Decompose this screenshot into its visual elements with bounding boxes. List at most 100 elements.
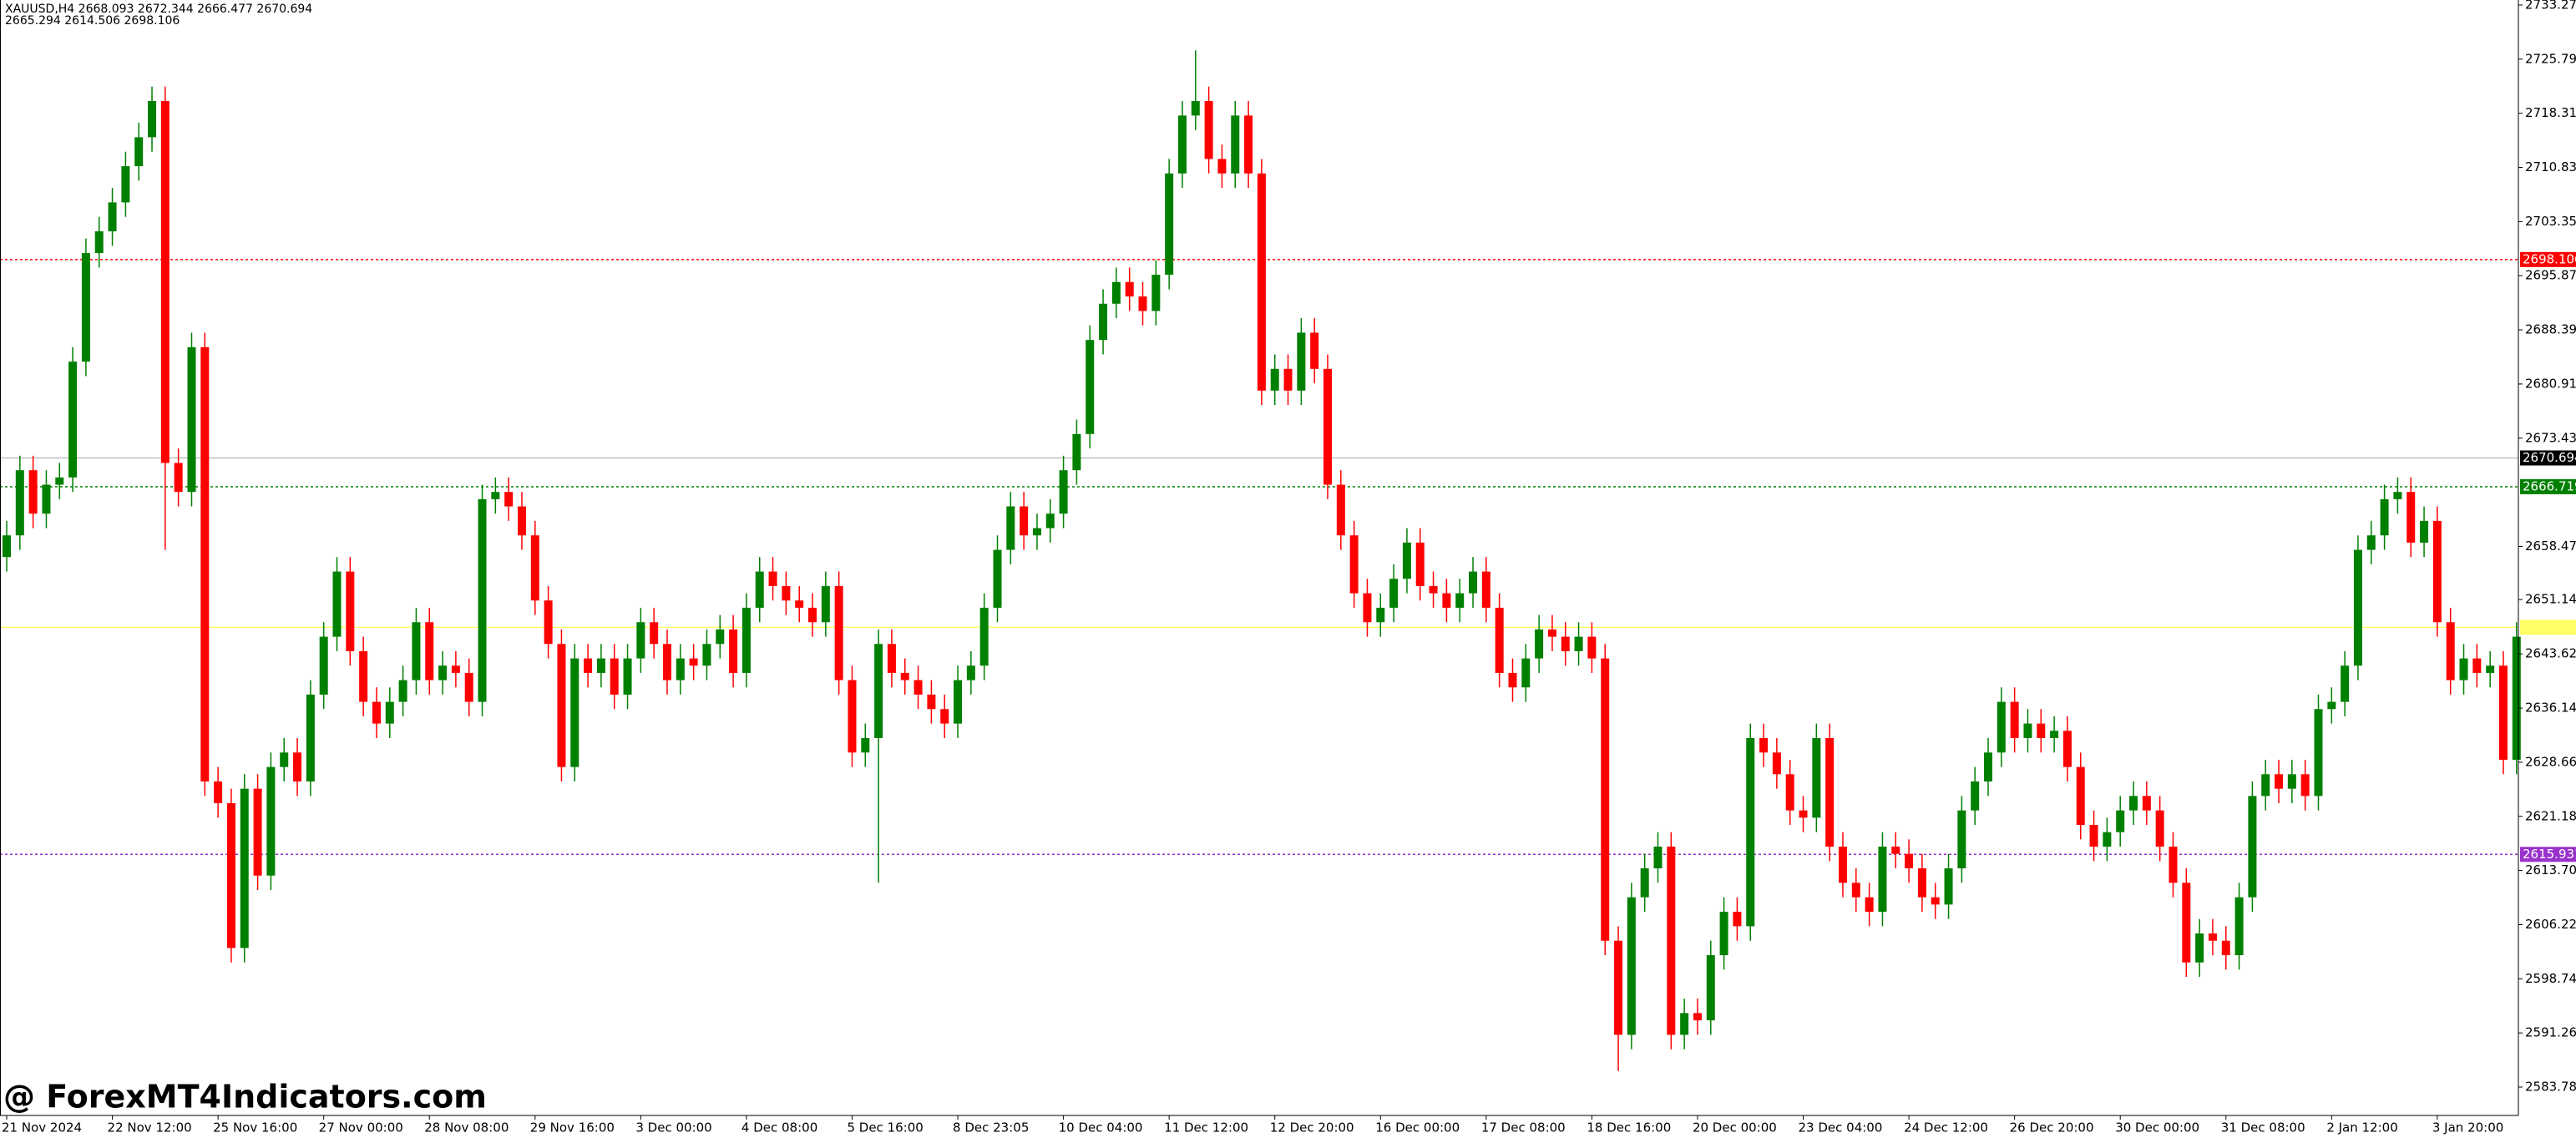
candle-body — [240, 788, 249, 948]
y-tick-label: 2651.140 — [2525, 592, 2576, 607]
candle-body — [438, 665, 448, 680]
candle-body — [874, 644, 883, 738]
x-tick-label: 2 Jan 12:00 — [2326, 1120, 2397, 1135]
candle-body — [1099, 303, 1108, 341]
candle-body — [1045, 513, 1055, 529]
candle-body — [1165, 173, 1174, 276]
candle-body — [1825, 737, 1835, 847]
candle-body — [1812, 737, 1821, 818]
candle-body — [570, 658, 579, 767]
candle-body — [226, 802, 235, 948]
candle-body — [3, 535, 11, 558]
candle-body — [1614, 940, 1623, 1035]
candle-body — [1574, 636, 1583, 651]
candle-body — [1455, 593, 1465, 608]
candle-body — [412, 622, 421, 680]
x-tick-label: 20 Dec 00:00 — [1693, 1120, 1777, 1135]
candle-body — [1297, 332, 1306, 391]
candle-body — [1878, 847, 1887, 913]
candle-body — [1495, 607, 1504, 673]
y-tick-label: 2725.790 — [2525, 51, 2576, 66]
x-tick-label: 16 Dec 00:00 — [1375, 1120, 1460, 1135]
candle-body — [1231, 115, 1240, 174]
candle-body — [1006, 506, 1015, 550]
candle-body — [1204, 101, 1213, 159]
candle-body — [1799, 810, 1808, 818]
candle-body — [2195, 933, 2204, 963]
candle-body — [2420, 520, 2429, 543]
candle-body — [504, 492, 514, 507]
candle-body — [887, 644, 896, 673]
candle-body — [1865, 897, 1874, 913]
candle-body — [1086, 340, 1095, 434]
candle-body — [755, 571, 764, 608]
candle-body — [332, 571, 342, 637]
candle-body — [676, 658, 685, 680]
candle-body — [253, 788, 262, 876]
price-level-box — [2520, 251, 2576, 267]
candle-body — [782, 585, 791, 601]
candle-body — [134, 137, 144, 167]
candle-body — [2512, 636, 2521, 760]
candle-body — [1217, 159, 1227, 174]
candle-body — [306, 694, 315, 781]
x-tick-label: 28 Nov 08:00 — [424, 1120, 509, 1135]
candle-body — [293, 752, 302, 781]
candle-body — [280, 752, 289, 767]
candle-body — [927, 694, 936, 710]
y-tick-label: 2636.140 — [2525, 701, 2576, 716]
candle-body — [1772, 752, 1781, 775]
y-tick-label: 2673.430 — [2525, 430, 2576, 445]
candle-body — [808, 607, 817, 623]
candle-body — [2406, 492, 2416, 543]
candle-body — [1257, 173, 1266, 391]
x-tick-label: 18 Dec 16:00 — [1587, 1120, 1671, 1135]
candle-body — [1508, 672, 1517, 688]
candle-body — [425, 622, 434, 680]
candle-body — [1680, 1013, 1689, 1035]
x-tick-label: 26 Dec 20:00 — [2010, 1120, 2094, 1135]
candle-body — [1402, 542, 1411, 579]
x-tick-label: 25 Nov 16:00 — [213, 1120, 297, 1135]
candle-body — [372, 701, 381, 724]
x-tick-label: 24 Dec 12:00 — [1904, 1120, 1988, 1135]
candle-body — [81, 253, 90, 362]
candle-body — [1547, 629, 1556, 637]
candle-body — [2037, 723, 2046, 738]
candle-body — [1971, 781, 1980, 811]
candle-body — [68, 362, 78, 478]
candle-body — [2142, 796, 2151, 811]
candle-body — [530, 535, 539, 601]
candle-body — [174, 463, 183, 493]
candle-body — [1587, 636, 1597, 659]
price-level-label: 2698.106 — [2523, 251, 2576, 266]
candle-body — [1111, 281, 1121, 304]
candle-body — [1349, 535, 1359, 594]
candle-body — [1151, 275, 1161, 311]
candle-body — [702, 644, 711, 666]
candle-body — [1706, 955, 1715, 1021]
candle-body — [1270, 368, 1279, 391]
candle-body — [821, 585, 830, 623]
candle-body — [200, 346, 210, 781]
candle-body — [1429, 585, 1438, 594]
candle-body — [993, 549, 1002, 608]
x-tick-label: 22 Nov 12:00 — [108, 1120, 192, 1135]
candle-body — [1481, 571, 1490, 608]
x-tick-label: 11 Dec 12:00 — [1164, 1120, 1248, 1135]
candle-body — [319, 636, 328, 695]
candle-body — [1389, 579, 1399, 608]
candle-body — [2300, 774, 2310, 797]
candle-body — [1020, 506, 1029, 536]
candle-body — [359, 650, 368, 702]
candle-body — [1415, 542, 1425, 586]
candle-body — [2062, 731, 2072, 767]
candle-body — [663, 644, 671, 680]
x-tick-label: 3 Dec 00:00 — [635, 1120, 711, 1135]
x-tick-label: 12 Dec 20:00 — [1270, 1120, 1354, 1135]
y-tick-label: 2621.180 — [2525, 808, 2576, 823]
x-tick-label: 27 Nov 00:00 — [319, 1120, 403, 1135]
candle-body — [1376, 607, 1385, 623]
candle-body — [2234, 897, 2244, 956]
